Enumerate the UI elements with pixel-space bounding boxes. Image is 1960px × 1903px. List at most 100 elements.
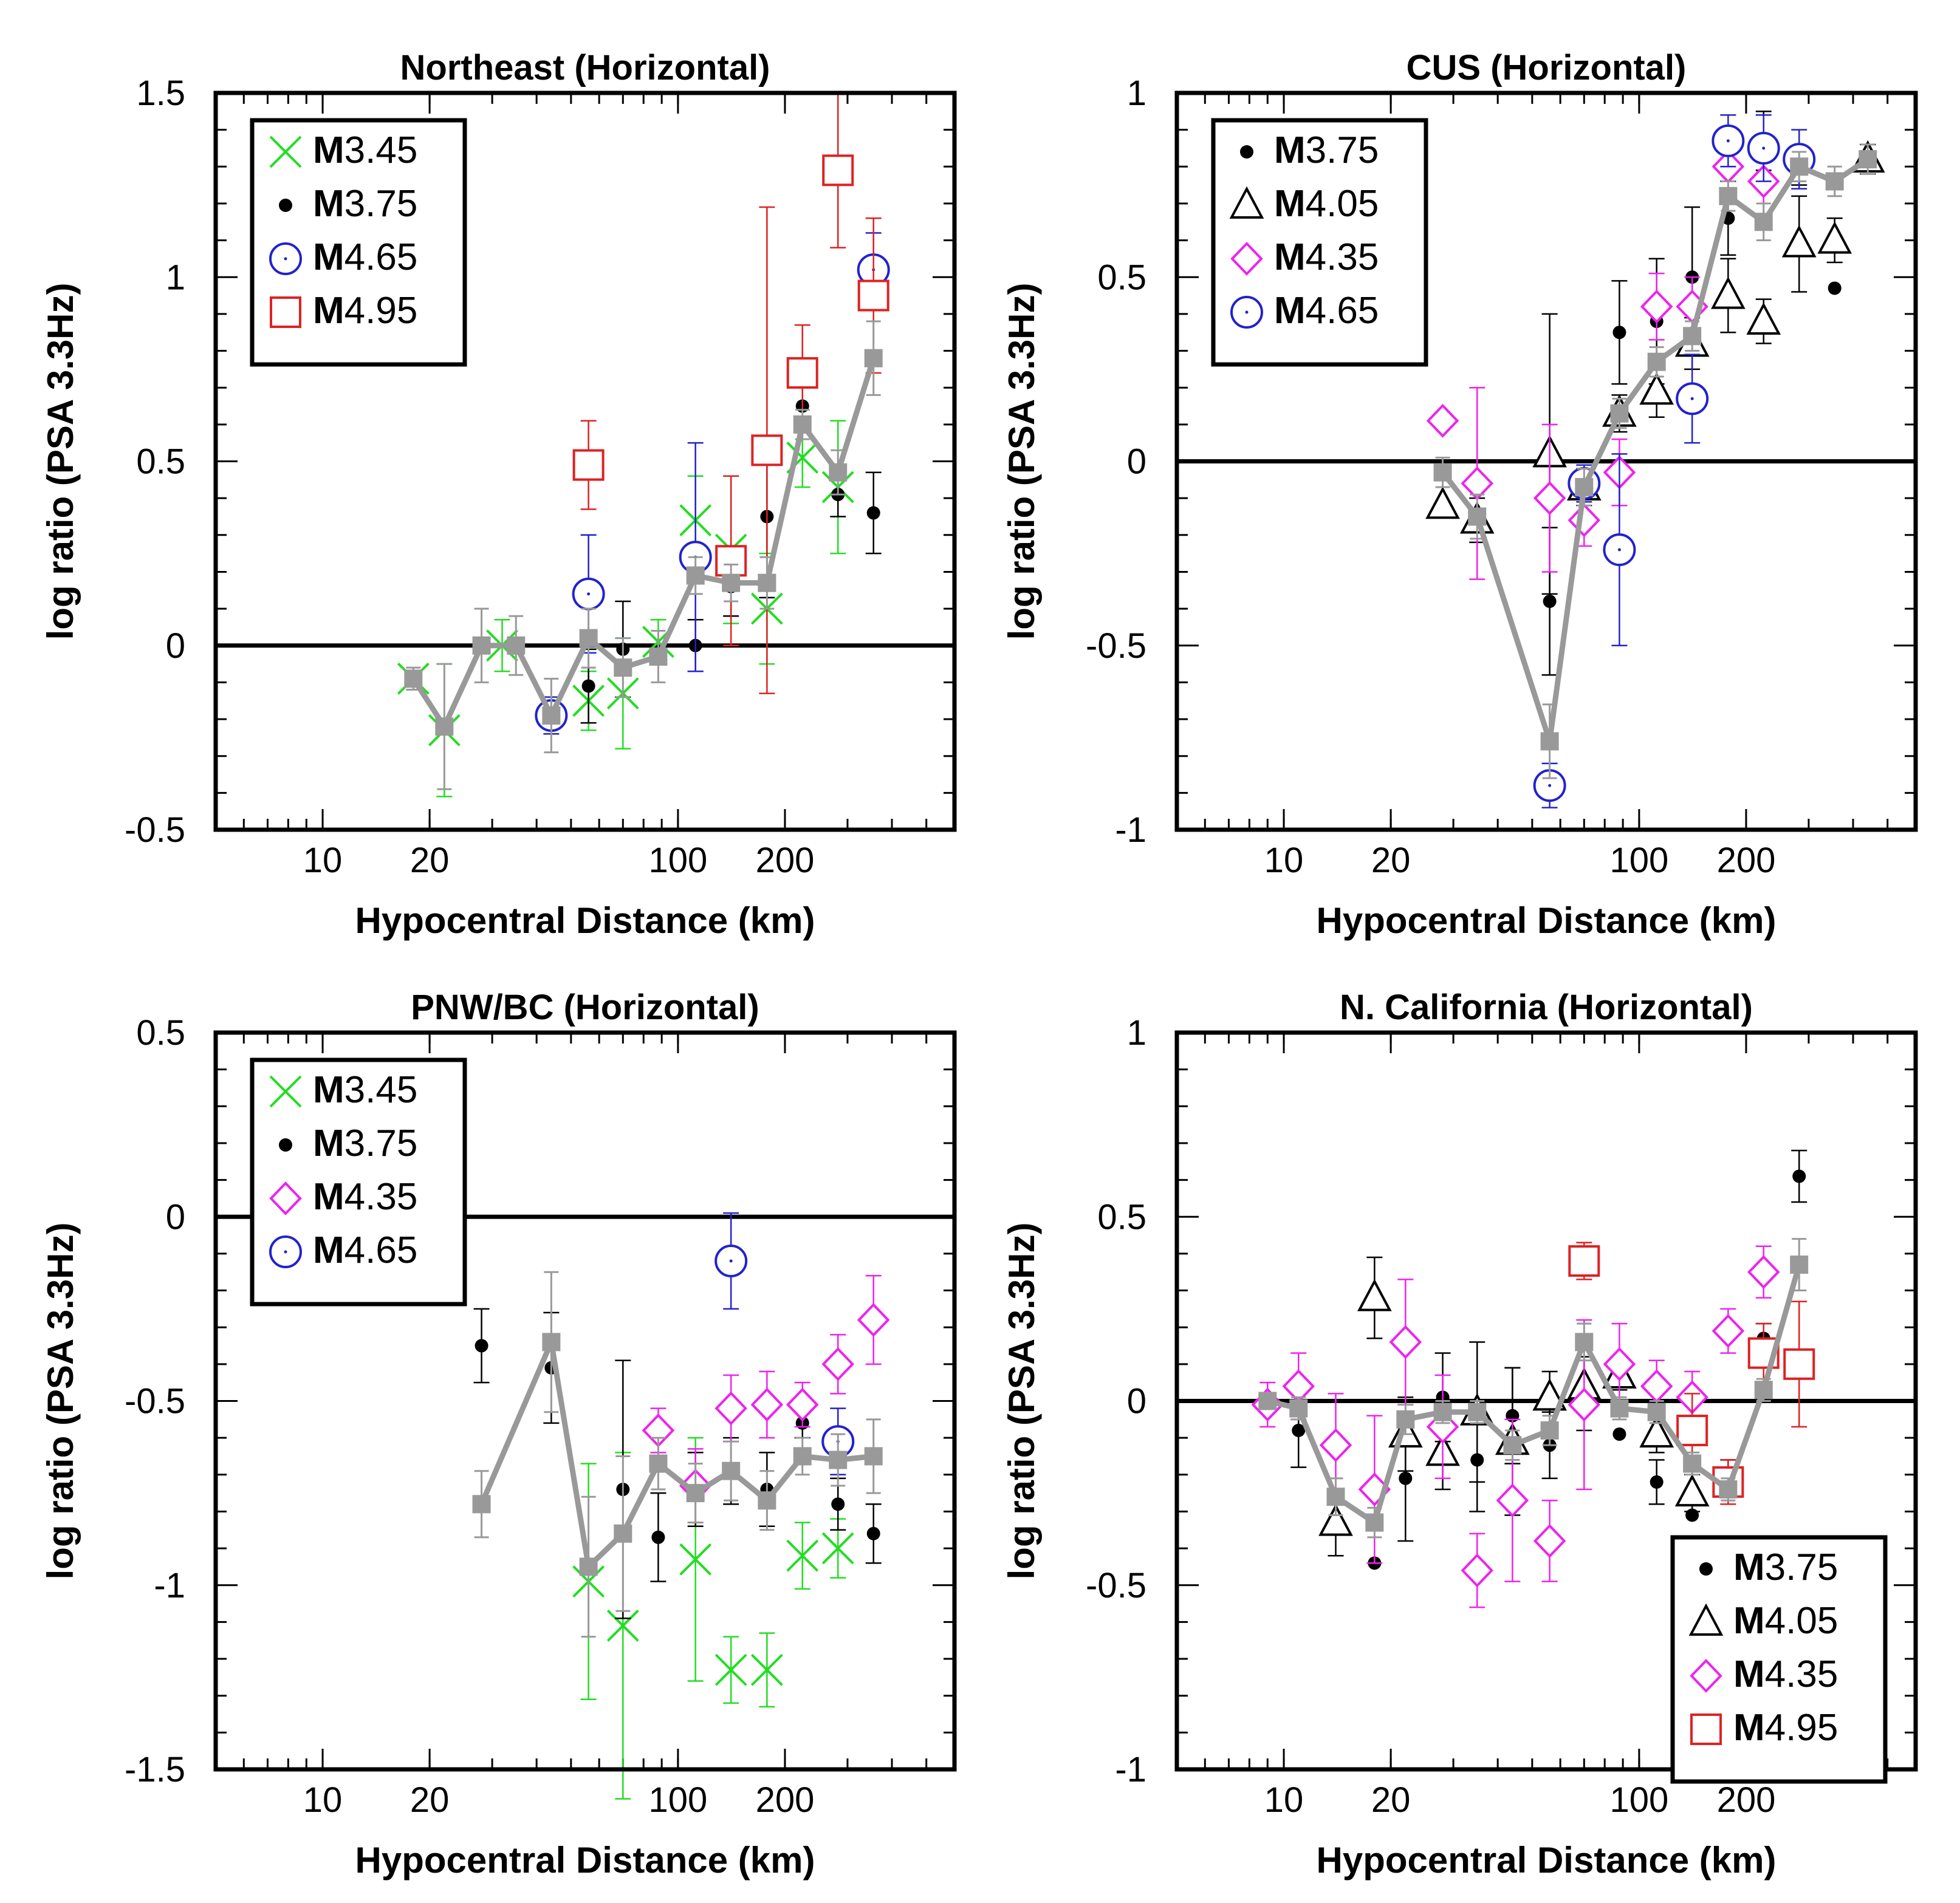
x-tick-label: 100 bbox=[1610, 841, 1669, 880]
mean-point bbox=[472, 636, 491, 655]
chart-panel-n-california-horizontal: N. California (Horizontal)10 20 100 200-1-0… bbox=[1001, 988, 1918, 1881]
data-point-m4-05 bbox=[1425, 487, 1460, 519]
data-point-m3-45-b bbox=[786, 1539, 819, 1572]
legend-label-m3-75: M3.75 bbox=[1274, 129, 1379, 171]
mean-point bbox=[1754, 213, 1773, 231]
mean-point bbox=[435, 717, 454, 736]
data-point-m3-75 bbox=[831, 1497, 845, 1511]
data-point-m4-35 bbox=[1747, 1255, 1780, 1290]
mean-point bbox=[1365, 1513, 1384, 1532]
data-point-m4-65-center bbox=[1690, 397, 1694, 400]
legend: M3.45 M3.75 M4.35 M4.65 bbox=[250, 1057, 467, 1307]
data-point-m4-35 bbox=[1533, 1524, 1566, 1558]
legend-marker-m4-35 bbox=[1690, 1659, 1722, 1693]
mean-point bbox=[864, 349, 883, 367]
legend-marker-m3-75 bbox=[279, 1138, 292, 1152]
y-tick-label: -1 bbox=[1115, 810, 1146, 850]
y-tick-label: 1.5 bbox=[136, 73, 185, 113]
plot-frame bbox=[213, 1030, 957, 1772]
mean-point bbox=[542, 706, 561, 725]
y-tick-label: 0 bbox=[1127, 442, 1146, 482]
mean-point bbox=[1683, 327, 1702, 346]
data-point-m4-05 bbox=[1532, 1378, 1567, 1411]
data-point-m4-95 bbox=[1676, 1415, 1708, 1447]
y-axis-label: log ratio (PSA 3.3Hz) bbox=[1001, 283, 1042, 640]
data-point-m4-35 bbox=[1568, 503, 1601, 538]
data-point-m3-75 bbox=[1792, 1169, 1806, 1183]
mean-point bbox=[686, 1484, 705, 1503]
y-tick-label: 0.5 bbox=[136, 1013, 185, 1053]
chart-title: PNW/BC (Horizontal) bbox=[411, 988, 759, 1027]
legend: M3.75 M4.05 M4.35 M4.65 bbox=[1211, 118, 1428, 367]
legend-label-m4-05: M4.05 bbox=[1274, 183, 1379, 225]
y-tick-label: -0.5 bbox=[125, 1382, 185, 1421]
data-point-m3-75 bbox=[1292, 1424, 1306, 1438]
x-tick-label: 100 bbox=[649, 1780, 708, 1820]
mean-point bbox=[614, 658, 632, 677]
chart-panel-northeast-horizontal: Northeast (Horizontal) 10 20 100 200 -0.5 0 0.5… bbox=[40, 48, 957, 941]
data-point-m4-35 bbox=[750, 1387, 784, 1422]
data-point-m3-75 bbox=[475, 1339, 488, 1353]
x-tick-label: 10 bbox=[1264, 1780, 1304, 1820]
mean-point bbox=[1433, 463, 1452, 482]
mean-point bbox=[793, 1447, 812, 1466]
y-tick-label: -1 bbox=[154, 1566, 185, 1605]
legend-marker-m4-65-center bbox=[284, 1250, 287, 1254]
plot-frame bbox=[213, 91, 957, 832]
y-tick-label: -1.5 bbox=[125, 1750, 185, 1789]
mean-series bbox=[1433, 143, 1877, 779]
mean-point bbox=[1790, 1256, 1809, 1274]
data-point-m4-65-center bbox=[1548, 784, 1552, 787]
legend-label-m4-35: M4.35 bbox=[313, 1176, 417, 1218]
data-point-m3-75 bbox=[1828, 281, 1842, 295]
y-tick-label: -0.5 bbox=[1086, 1566, 1146, 1605]
x-tick-label: 200 bbox=[756, 1780, 815, 1820]
mean-point bbox=[829, 463, 848, 482]
legend-label-m4-65: M4.65 bbox=[313, 236, 417, 278]
mean-point bbox=[722, 1461, 741, 1480]
x-tick-label: 20 bbox=[1371, 841, 1411, 880]
mean-point bbox=[1468, 1402, 1487, 1421]
y-tick-label: 1 bbox=[166, 258, 185, 297]
mean-point bbox=[758, 1491, 776, 1510]
legend-label-m3-45: M3.45 bbox=[313, 1069, 417, 1111]
mean-point bbox=[579, 1557, 598, 1576]
mean-point bbox=[1433, 1402, 1452, 1421]
legend-label-m4-65: M4.65 bbox=[313, 1229, 417, 1271]
data-point-m3-45-b bbox=[679, 1543, 712, 1576]
mean-point bbox=[722, 573, 741, 592]
series-m4-95 bbox=[1568, 1242, 1815, 1505]
data-point-m3-75 bbox=[581, 679, 595, 693]
y-tick-label: 0.5 bbox=[1097, 1197, 1146, 1237]
x-tick-label: 100 bbox=[649, 841, 708, 880]
y-tick-label: 0 bbox=[1127, 1382, 1146, 1421]
series-m4-65 bbox=[714, 1212, 855, 1476]
data-point-m3-75 bbox=[1612, 326, 1626, 340]
legend-marker-m4-95 bbox=[270, 296, 301, 328]
legend-marker-m4-35 bbox=[1230, 242, 1263, 276]
mean-point bbox=[649, 647, 668, 666]
mean-line bbox=[1264, 1262, 1802, 1526]
legend-marker-m3-75 bbox=[1699, 1562, 1713, 1576]
data-point-m4-05 bbox=[1746, 302, 1781, 335]
legend-marker-m4-65-center bbox=[284, 257, 287, 261]
legend-marker-m3-45-b bbox=[269, 1075, 302, 1108]
data-point-m4-35 bbox=[1461, 1553, 1494, 1588]
legend-label-m4-95: M4.95 bbox=[1733, 1707, 1838, 1749]
legend-marker-m3-75 bbox=[279, 199, 292, 212]
mean-point bbox=[1610, 404, 1629, 423]
data-point-m4-65-center bbox=[729, 1259, 733, 1263]
mean-point bbox=[1754, 1381, 1773, 1399]
mean-point bbox=[1258, 1392, 1277, 1410]
data-point-m4-05 bbox=[1817, 221, 1852, 254]
data-point-m3-45-b bbox=[821, 1532, 854, 1565]
legend-label-m4-05: M4.05 bbox=[1733, 1600, 1838, 1642]
mean-point bbox=[1610, 1399, 1629, 1418]
y-tick-label: -0.5 bbox=[1086, 626, 1146, 666]
mean-point bbox=[1825, 172, 1844, 191]
legend-marker-m4-05 bbox=[1688, 1603, 1724, 1636]
data-point-m4-05 bbox=[1639, 1415, 1674, 1448]
mean-point bbox=[1647, 1402, 1666, 1421]
data-point-m4-35 bbox=[821, 1347, 855, 1381]
chart-title: CUS (Horizontal) bbox=[1407, 48, 1687, 87]
